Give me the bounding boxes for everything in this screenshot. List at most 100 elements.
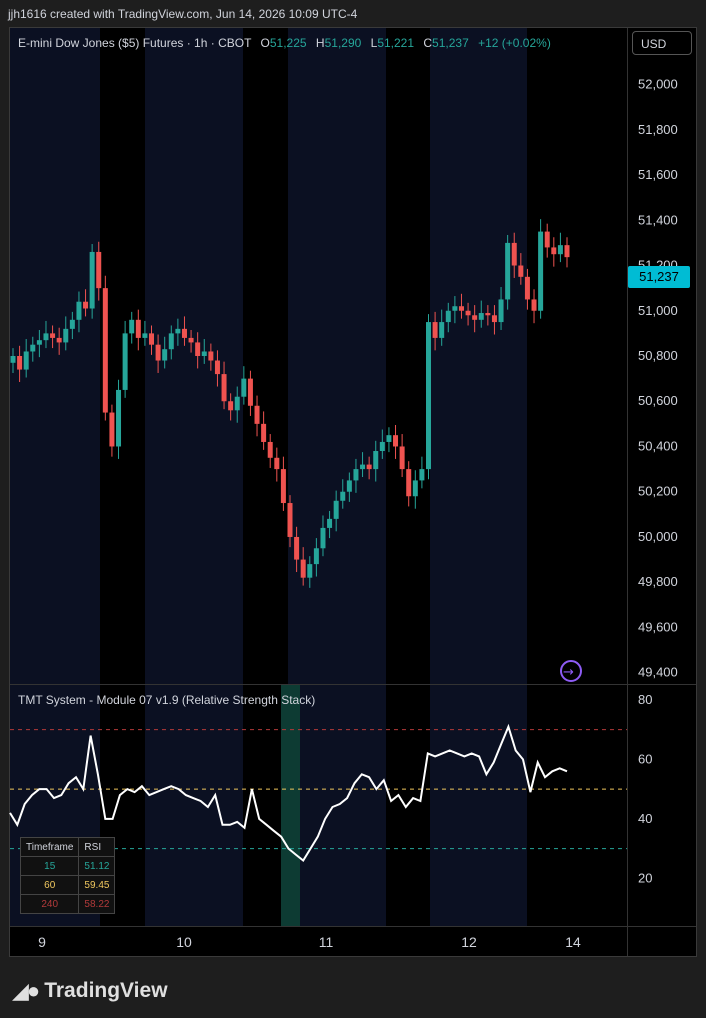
candle-body <box>564 245 570 258</box>
candle-body <box>485 313 491 316</box>
candle-body <box>142 333 148 338</box>
candle-body <box>168 333 174 350</box>
price-tick-label: 52,000 <box>638 77 678 92</box>
high-label: H <box>315 36 325 50</box>
candle-body <box>155 344 161 361</box>
table-row: 240 58.22 <box>19 894 116 914</box>
low-value: 51,221 <box>377 36 415 50</box>
candle-body <box>195 342 201 356</box>
candle-body <box>511 242 517 266</box>
candle-body <box>307 564 313 578</box>
candle-body <box>360 464 366 470</box>
tradingview-mark-icon: ◢● <box>12 978 40 1003</box>
candle-body <box>10 356 16 363</box>
indicator-title[interactable]: TMT System - Module 07 v1.9 (Relative St… <box>18 693 316 707</box>
candle-body <box>445 310 451 323</box>
candle-body <box>458 306 464 311</box>
price-tick-label: 51,800 <box>638 122 678 137</box>
candle-body <box>353 469 359 481</box>
brand-name: TradingView <box>44 979 168 1002</box>
candle-body <box>412 480 418 497</box>
open-value: 51,225 <box>269 36 307 50</box>
candle-body <box>274 457 280 470</box>
rsi-line <box>9 723 568 862</box>
candle-body <box>465 310 471 316</box>
candle-body <box>109 412 115 447</box>
candle-body <box>518 265 524 277</box>
candle-body <box>221 374 227 402</box>
table-row: 60 59.45 <box>19 875 116 895</box>
timeframe-cell: 15 <box>19 856 80 876</box>
attribution-text: jjh1616 created with TradingView.com, Ju… <box>8 7 358 21</box>
candle-body <box>379 441 385 452</box>
rsi-tick-label: 40 <box>638 811 652 826</box>
time-tick-label: 10 <box>176 934 192 950</box>
candle-body <box>267 441 273 458</box>
candle-body <box>544 231 550 248</box>
candle-body <box>320 527 326 549</box>
candle-body <box>129 319 135 334</box>
candle-body <box>43 333 49 341</box>
candle-body <box>201 351 207 356</box>
candle-body <box>333 500 339 519</box>
candle-body <box>261 423 267 442</box>
candle-body <box>280 469 286 504</box>
candle-body <box>181 328 187 338</box>
candle-body <box>50 333 56 338</box>
candle-body <box>472 315 478 320</box>
currency-button[interactable]: USD <box>632 31 692 55</box>
session-band <box>430 685 527 926</box>
price-tick-label: 50,200 <box>638 484 678 499</box>
oversold-highlight <box>281 685 300 926</box>
candle-body <box>478 313 484 320</box>
candle-body <box>175 328 181 334</box>
candle-body <box>56 337 62 343</box>
candle-body <box>491 315 497 323</box>
candle-body <box>89 251 95 309</box>
price-tick-label: 50,400 <box>638 438 678 453</box>
close-label: C <box>423 36 433 50</box>
rsi-header: RSI <box>78 837 116 857</box>
timeframe-cell: 60 <box>19 875 80 895</box>
candle-body <box>346 480 352 492</box>
price-tick-label: 49,600 <box>638 619 678 634</box>
candle-body <box>83 301 89 309</box>
candle-body <box>531 299 537 311</box>
candle-body <box>30 344 36 352</box>
candle-body <box>96 251 102 289</box>
rsi-tick-label: 60 <box>638 751 652 766</box>
time-tick-label: 9 <box>38 934 46 950</box>
session-band <box>145 685 243 926</box>
candle-body <box>557 245 563 255</box>
time-tick-label: 11 <box>319 934 334 950</box>
rsi-tick-label: 80 <box>638 692 652 707</box>
rsi-cell: 58.22 <box>78 894 116 914</box>
candle-body <box>208 351 214 361</box>
candle-body <box>149 333 154 345</box>
symbol-legend: E-mini Dow Jones ($5) Futures · 1h · CBO… <box>18 36 551 50</box>
time-tick-label: 14 <box>565 934 581 950</box>
candle-body <box>23 351 29 370</box>
price-tick-label: 49,800 <box>638 574 678 589</box>
candle-body <box>366 464 372 470</box>
candle-body <box>63 328 69 343</box>
candle-body <box>162 349 168 361</box>
low-label: L <box>370 36 378 50</box>
candle-body <box>300 559 306 578</box>
candle-body <box>498 299 504 323</box>
candle-body <box>294 536 300 560</box>
close-value: 51,237 <box>432 36 469 50</box>
rsi-tick-label: 20 <box>638 870 652 885</box>
arrow-icon: → <box>563 665 574 680</box>
candle-body <box>452 306 458 311</box>
timeframe-cell: 240 <box>19 894 80 914</box>
price-tick-label: 50,600 <box>638 393 678 408</box>
last-price-tag: 51,237 <box>628 266 690 288</box>
candle-body <box>393 435 399 447</box>
price-tick-label: 50,800 <box>638 348 678 363</box>
scroll-to-realtime-icon <box>560 660 582 682</box>
price-tick-label: 51,000 <box>638 303 678 318</box>
candle-body <box>214 360 220 375</box>
session-band <box>145 28 243 684</box>
